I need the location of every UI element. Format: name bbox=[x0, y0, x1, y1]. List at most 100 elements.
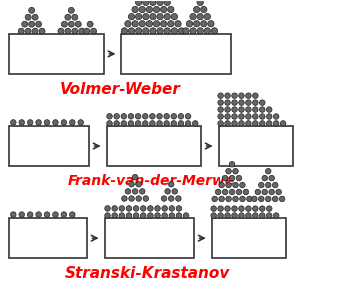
Circle shape bbox=[121, 114, 127, 119]
Circle shape bbox=[72, 14, 78, 20]
Circle shape bbox=[148, 213, 153, 218]
Circle shape bbox=[272, 196, 278, 202]
Circle shape bbox=[168, 6, 174, 13]
Circle shape bbox=[161, 21, 167, 27]
Circle shape bbox=[247, 196, 252, 202]
Circle shape bbox=[239, 100, 244, 105]
Circle shape bbox=[229, 162, 235, 167]
Circle shape bbox=[218, 100, 224, 105]
Circle shape bbox=[129, 181, 134, 187]
Circle shape bbox=[218, 114, 224, 119]
Circle shape bbox=[233, 182, 238, 188]
Circle shape bbox=[169, 213, 175, 218]
Circle shape bbox=[225, 100, 230, 105]
Circle shape bbox=[164, 114, 170, 119]
Circle shape bbox=[139, 21, 145, 27]
Circle shape bbox=[211, 206, 217, 211]
Circle shape bbox=[186, 21, 193, 27]
Circle shape bbox=[232, 206, 237, 211]
Circle shape bbox=[253, 121, 258, 126]
Circle shape bbox=[169, 181, 174, 187]
Circle shape bbox=[193, 6, 200, 13]
Bar bbox=[219, 126, 293, 166]
Circle shape bbox=[119, 213, 125, 218]
Circle shape bbox=[175, 21, 181, 27]
Circle shape bbox=[165, 189, 171, 194]
Circle shape bbox=[112, 206, 117, 211]
Circle shape bbox=[178, 114, 184, 119]
Circle shape bbox=[128, 121, 134, 126]
Circle shape bbox=[114, 114, 119, 119]
Circle shape bbox=[258, 196, 264, 202]
Circle shape bbox=[266, 121, 272, 126]
Circle shape bbox=[240, 182, 245, 188]
Circle shape bbox=[32, 14, 38, 20]
Bar bbox=[212, 218, 286, 258]
Circle shape bbox=[121, 28, 128, 34]
Circle shape bbox=[233, 168, 238, 174]
Circle shape bbox=[139, 189, 145, 194]
Circle shape bbox=[143, 196, 148, 201]
Circle shape bbox=[226, 182, 231, 188]
Circle shape bbox=[143, 28, 149, 34]
Circle shape bbox=[265, 168, 271, 174]
Circle shape bbox=[253, 107, 258, 112]
Circle shape bbox=[132, 6, 138, 13]
Circle shape bbox=[204, 14, 210, 20]
Circle shape bbox=[212, 196, 217, 202]
Circle shape bbox=[84, 28, 90, 34]
Circle shape bbox=[61, 120, 67, 125]
Circle shape bbox=[201, 6, 207, 13]
Circle shape bbox=[128, 28, 135, 34]
Circle shape bbox=[266, 213, 272, 218]
Circle shape bbox=[133, 206, 139, 211]
Circle shape bbox=[176, 206, 182, 211]
Circle shape bbox=[185, 121, 191, 126]
Circle shape bbox=[128, 14, 135, 20]
Circle shape bbox=[232, 100, 237, 105]
Circle shape bbox=[218, 121, 224, 126]
Bar bbox=[9, 126, 89, 166]
Circle shape bbox=[79, 28, 85, 34]
Circle shape bbox=[236, 189, 242, 195]
Circle shape bbox=[157, 121, 162, 126]
Circle shape bbox=[168, 21, 174, 27]
Circle shape bbox=[29, 7, 35, 13]
Circle shape bbox=[262, 189, 267, 195]
Circle shape bbox=[269, 175, 274, 181]
Circle shape bbox=[175, 196, 181, 201]
Circle shape bbox=[171, 121, 176, 126]
Circle shape bbox=[157, 14, 163, 20]
Circle shape bbox=[178, 121, 184, 126]
Circle shape bbox=[162, 206, 167, 211]
Circle shape bbox=[128, 114, 134, 119]
Circle shape bbox=[171, 114, 176, 119]
Circle shape bbox=[146, 6, 153, 13]
Circle shape bbox=[112, 213, 117, 218]
Circle shape bbox=[225, 114, 230, 119]
Circle shape bbox=[155, 213, 160, 218]
Circle shape bbox=[222, 175, 228, 181]
Circle shape bbox=[58, 28, 64, 34]
Circle shape bbox=[246, 107, 251, 112]
Circle shape bbox=[10, 120, 16, 125]
Circle shape bbox=[232, 121, 237, 126]
Circle shape bbox=[218, 213, 224, 218]
Circle shape bbox=[164, 0, 171, 6]
Circle shape bbox=[201, 21, 207, 27]
Circle shape bbox=[25, 28, 31, 34]
Circle shape bbox=[232, 107, 237, 112]
Circle shape bbox=[164, 14, 171, 20]
Circle shape bbox=[105, 206, 110, 211]
Circle shape bbox=[150, 0, 156, 6]
Circle shape bbox=[171, 14, 177, 20]
Circle shape bbox=[150, 28, 156, 34]
Circle shape bbox=[219, 196, 225, 202]
Circle shape bbox=[204, 28, 210, 34]
Circle shape bbox=[61, 21, 67, 27]
Circle shape bbox=[69, 7, 74, 13]
Circle shape bbox=[229, 189, 235, 195]
Circle shape bbox=[27, 120, 33, 125]
Circle shape bbox=[273, 114, 279, 119]
Circle shape bbox=[176, 213, 182, 218]
